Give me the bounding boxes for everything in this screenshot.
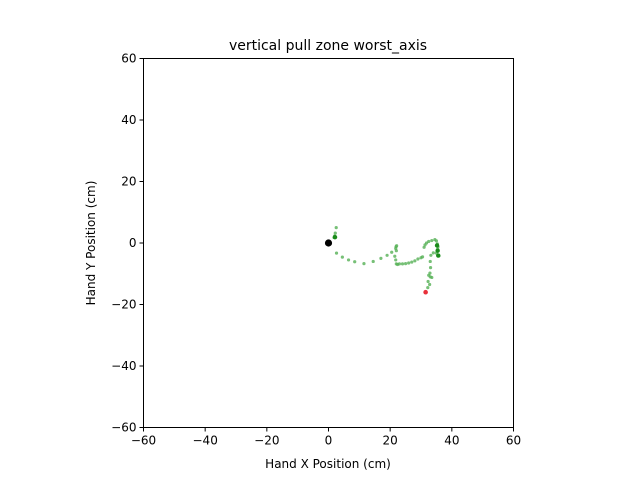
trajectory-point [428, 259, 432, 264]
y-axis-ticks: −60 −40 −20 0 20 40 60 [111, 52, 144, 435]
y-axis-label: Hand Y Position (cm) [84, 181, 98, 306]
trajectory-point [427, 239, 431, 244]
start-point [324, 239, 333, 247]
y-tick-label: −60 [111, 421, 136, 435]
trajectory-point [379, 256, 383, 260]
trajectory-point [400, 262, 405, 266]
trajectory-point [426, 285, 430, 290]
chart-title: vertical pull zone worst_axis [229, 38, 427, 54]
trajectory-point [427, 273, 431, 277]
trajectory_dark-point [332, 234, 338, 240]
trajectory-point [395, 244, 399, 248]
x-tick-label: 20 [383, 434, 398, 448]
trajectory-point [362, 262, 366, 266]
x-tick-label: −60 [131, 434, 156, 448]
trajectory-point [428, 266, 433, 270]
trajectory-point [353, 260, 357, 264]
trajectory-point [397, 262, 402, 266]
end-point [423, 289, 428, 295]
x-tick-label: 40 [444, 434, 459, 448]
y-tick-label: −40 [111, 359, 136, 373]
y-tick-label: 0 [129, 236, 137, 250]
trajectory_dark-point [434, 243, 440, 248]
trajectory-point [385, 253, 389, 257]
y-tick-label: 40 [121, 113, 136, 127]
trajectory-point [430, 275, 434, 280]
y-tick-label: −20 [111, 298, 136, 312]
trajectory-point [420, 255, 425, 259]
trajectory-point [431, 251, 435, 255]
trajectory-point [333, 231, 337, 235]
trajectory-point [394, 258, 398, 262]
x-tick-label: −40 [193, 434, 218, 448]
trajectory-point [410, 260, 414, 264]
x-axis-ticks: −60 −40 −20 0 20 40 60 [131, 427, 521, 448]
trajectory-point [403, 262, 408, 266]
trajectory-point [407, 261, 411, 265]
trajectory_dark-point [436, 253, 441, 258]
x-tick-label: 0 [325, 434, 333, 448]
trajectory-point [371, 259, 375, 264]
plot-marks [324, 226, 441, 295]
y-tick-label: 60 [121, 52, 136, 66]
trajectory-point [428, 282, 432, 287]
trajectory-point [416, 257, 420, 261]
trajectory-point [390, 250, 394, 254]
x-axis-label: Hand X Position (cm) [265, 457, 391, 471]
trajectory-point [393, 254, 397, 258]
trajectory-point [394, 249, 398, 253]
x-tick-label: 60 [506, 434, 521, 448]
x-tick-label: −20 [254, 434, 279, 448]
trajectory-point [334, 251, 339, 255]
trajectory-point [434, 239, 439, 243]
trajectory-point [413, 259, 417, 263]
trajectory_dark-point [435, 248, 440, 253]
trajectory-point [422, 245, 426, 249]
trajectory-point [430, 238, 434, 243]
trajectory-point [334, 226, 338, 230]
trajectory-point [340, 255, 344, 259]
trajectory-point [429, 253, 433, 257]
trajectory-point [426, 279, 430, 284]
trajectory-point [346, 258, 351, 262]
y-tick-label: 20 [121, 175, 136, 189]
